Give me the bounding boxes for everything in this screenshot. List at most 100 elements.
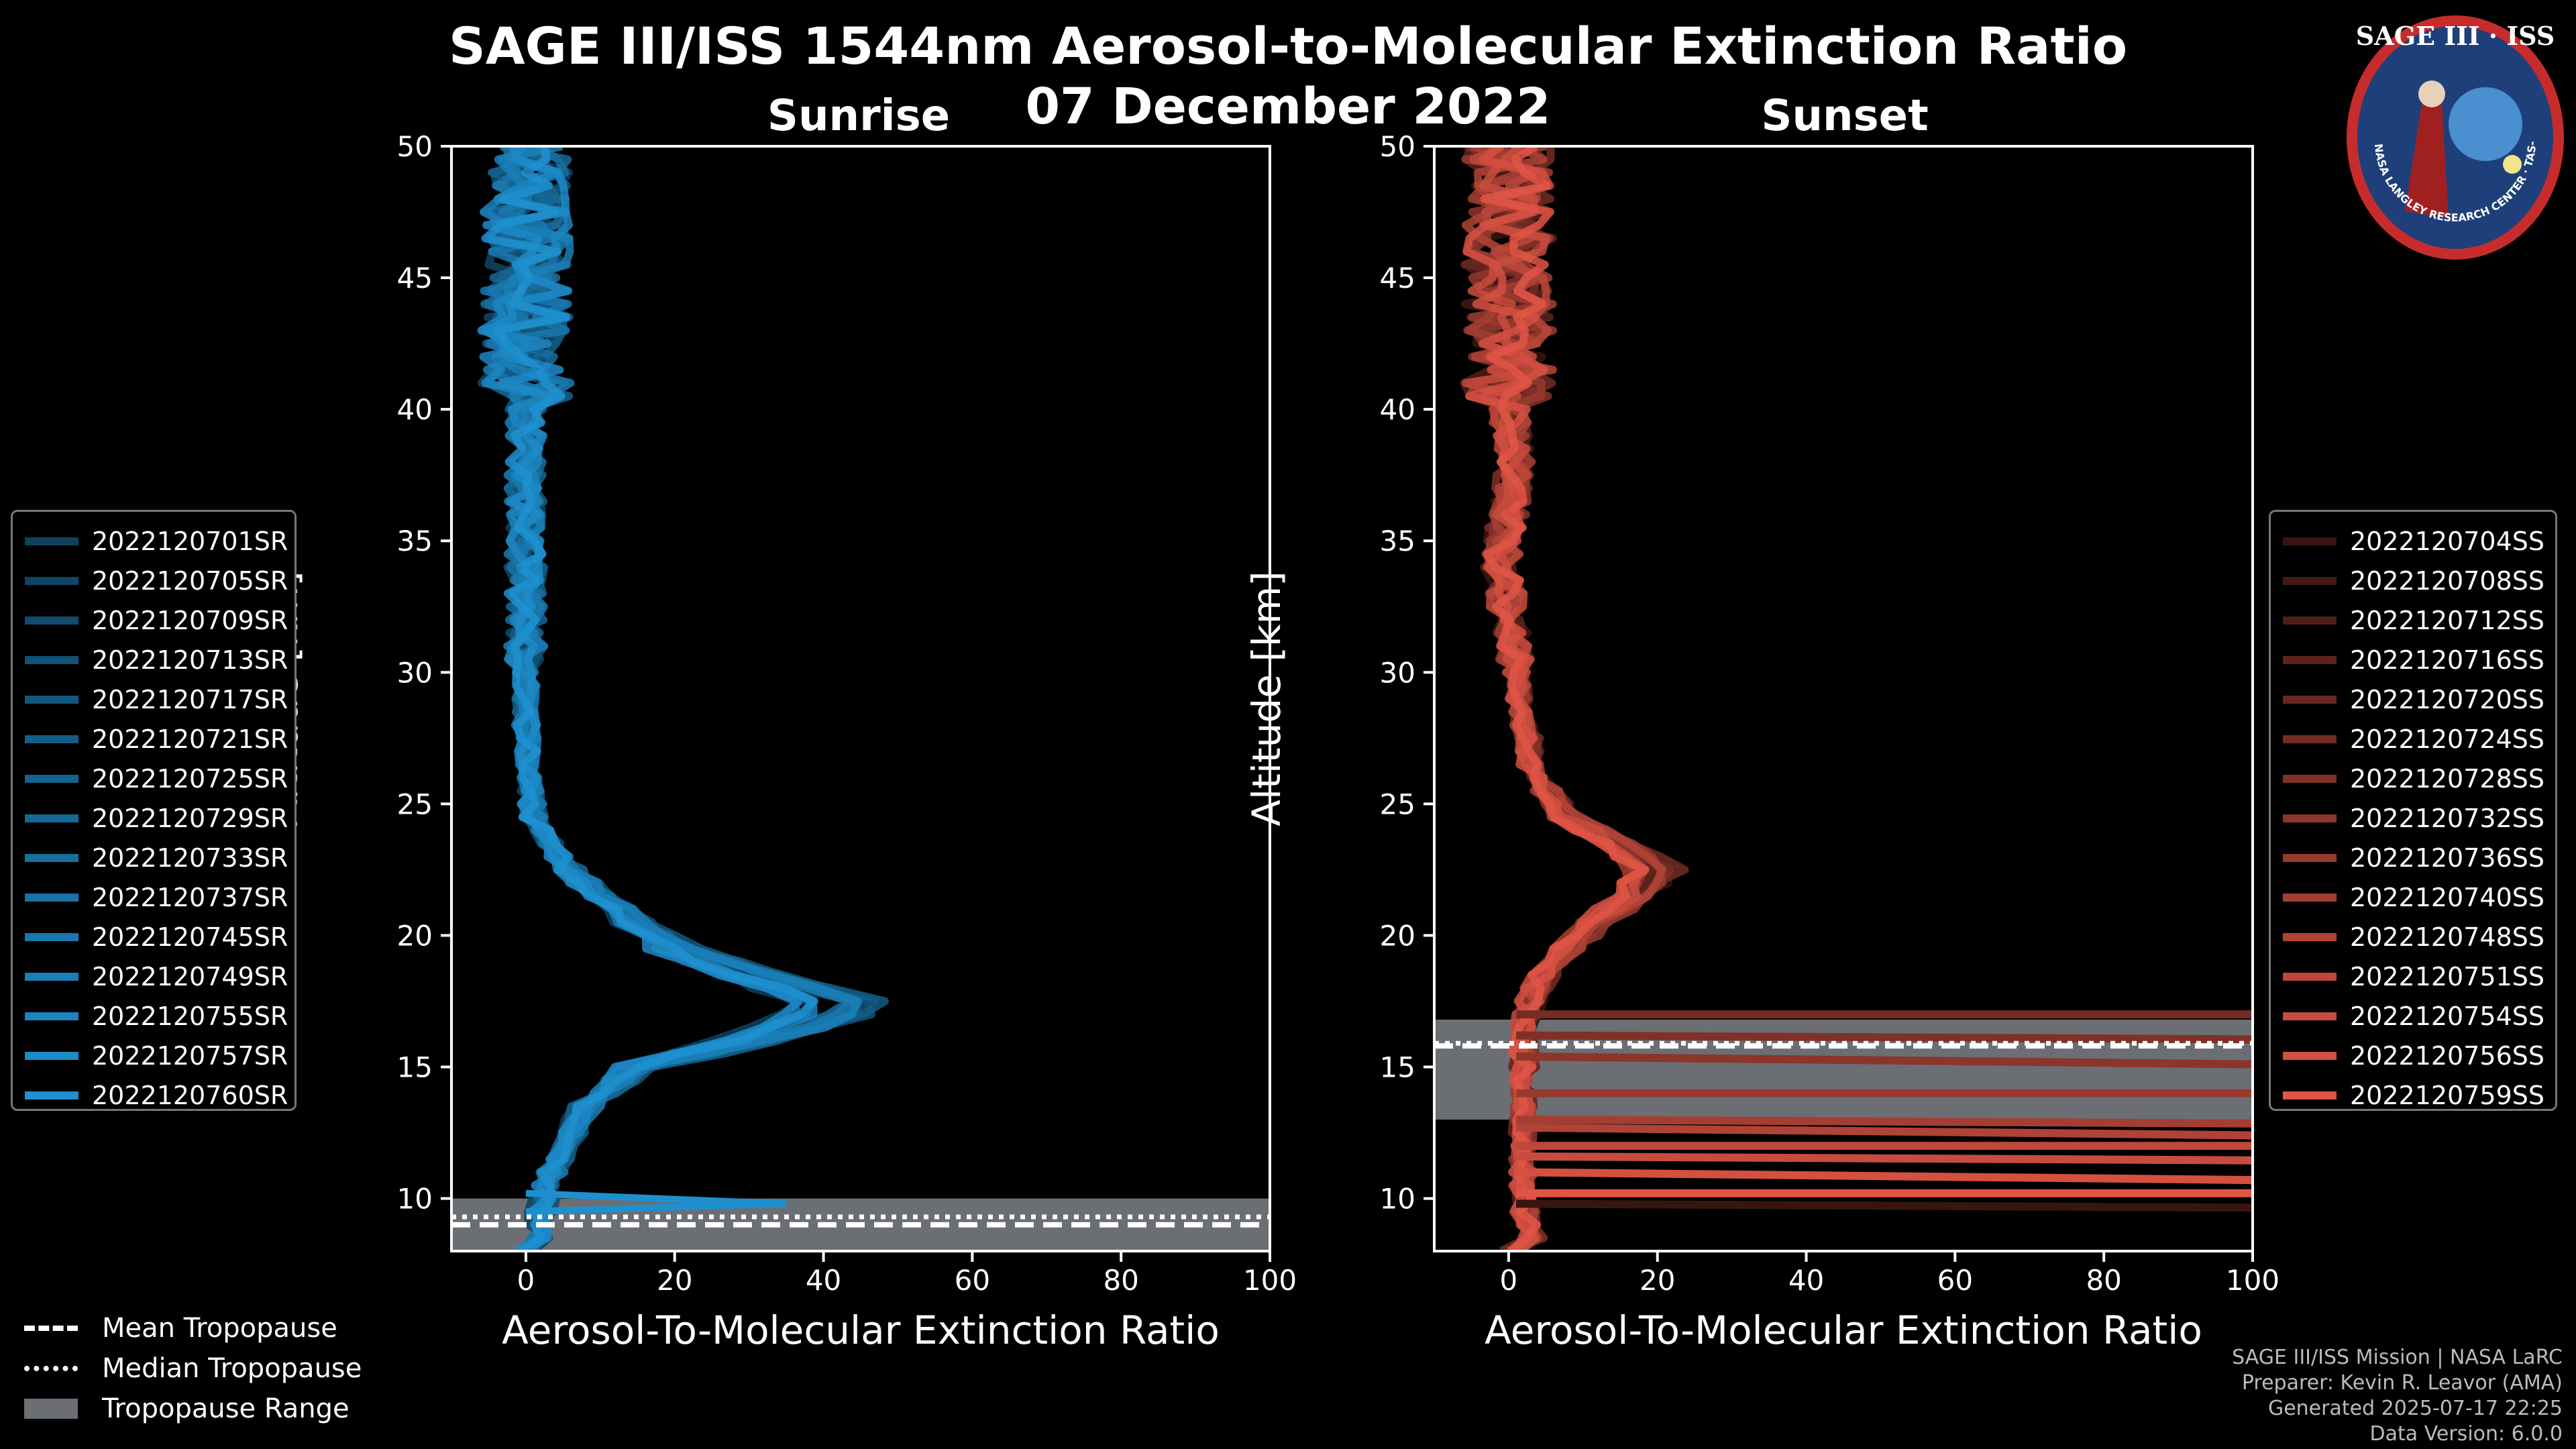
legend-label: 2022120712SS [2350,605,2545,635]
legend-entry: 2022120701SR [13,521,294,561]
legend-swatch [2283,576,2337,585]
profile-artifact-line [1515,1123,2253,1140]
logo-earth [2449,87,2522,161]
legend-label: 2022120759SS [2350,1080,2545,1110]
y-tick-label: 45 [397,262,433,294]
y-tick-label: 30 [1380,656,1415,689]
legend-swatch [2283,1051,2337,1060]
legend-entry: 2022120760SR [13,1075,294,1115]
profile-artifact-line [1515,1031,2253,1044]
x-tick-label: 100 [2226,1264,2279,1297]
legend-entry: 2022120717SR [13,680,294,719]
legend-label: 2022120717SR [92,684,288,714]
legend-swatch [25,655,78,664]
legend-entry: 2022120708SS [2271,561,2555,600]
profile-spike [525,1189,787,1216]
legend-entry: 2022120725SR [13,759,294,798]
legend-swatch [2283,1012,2337,1020]
profile-line-2022120756SS [1462,146,1648,1251]
y-axis-label: Altitude [km] [1244,571,1289,826]
y-tick-label: 30 [397,656,433,689]
profile-artifact-line [1515,1199,2253,1212]
x-tick-label: 0 [1500,1264,1518,1297]
y-tick-label: 15 [1380,1051,1415,1084]
legend-swatch [25,932,78,941]
logo-sun [2503,155,2522,174]
x-tick-label: 80 [1103,1264,1138,1297]
sage-iii-iss-logo: SAGE III · ISS BALL · NASA LANGLEY RESEA… [2341,10,2564,260]
legend-entry: 2022120756SS [2271,1036,2555,1075]
legend-label: 2022120725SR [92,763,288,794]
footer-credits: SAGE III/ISS Mission | NASA LaRC Prepare… [2232,1345,2563,1447]
legend-swatch [25,774,78,783]
legend-swatch [2283,972,2337,981]
legend-label: 2022120740SS [2350,882,2545,912]
profile-artifact-line [1515,1152,2253,1165]
y-tick-label: 35 [397,525,433,557]
profile-line-2022120757SR [482,146,803,1251]
legend-label: 2022120708SS [2350,566,2545,596]
legend-label: 2022120721SR [92,724,288,754]
footer-generated: Generated 2025-07-17 22:25 [2267,1397,2563,1420]
y-tick-label: 35 [1380,525,1415,557]
sunrise-panel: 0 20 40 60 80 100 10 15 20 25 30 35 40 45 50 Aerosol-To… [261,130,1297,1353]
x-tick-label: 40 [1788,1264,1824,1297]
logo-figure-head [2418,80,2445,107]
legend-label: 2022120728SS [2350,763,2545,794]
y-tick-label: 25 [397,788,433,820]
logo-figure-robe [2405,101,2449,218]
x-tick-label: 100 [1243,1264,1297,1297]
legend-entry: 2022120720SS [2271,680,2555,719]
y-tick-label: 25 [1380,788,1415,820]
legend-label: 2022120755SR [92,1001,288,1031]
legend-swatch [2283,537,2337,545]
legend-swatch [2283,1091,2337,1099]
legend-swatch [2283,893,2337,902]
legend-label: 2022120756SS [2350,1040,2545,1071]
dotted-line-swatch [24,1366,78,1371]
legend-entry: 2022120732SS [2271,798,2555,838]
legend-label: 2022120754SS [2350,1001,2545,1031]
legend-label: 2022120732SS [2350,803,2545,833]
legend-label: 2022120720SS [2350,684,2545,714]
legend-label: 2022120713SR [92,645,288,675]
profile-artifact-line [1515,1168,2253,1185]
legend-mean-tropopause: Mean Tropopause [24,1308,362,1348]
y-tick-label: 50 [397,130,433,163]
x-tick-label: 80 [2086,1264,2121,1297]
logo-title: SAGE III · ISS [2356,21,2555,51]
legend-entry: 2022120749SR [13,957,294,996]
dashed-line-swatch [24,1326,78,1331]
legend-swatch [25,814,78,822]
y-tick-label: 15 [397,1051,433,1084]
legend-entry: 2022120754SS [2271,996,2555,1036]
legend-label: 2022120748SS [2350,922,2545,952]
legend-entry: 2022120712SS [2271,600,2555,640]
plot-frame [1433,145,2254,1252]
legend-entry: 2022120748SS [2271,917,2555,957]
legend-label: 2022120737SR [92,882,288,912]
legend-entry: 2022120740SS [2271,877,2555,917]
legend-swatch [2283,735,2337,743]
sunset-subtitle: Sunset [1761,91,1929,141]
x-tick-label: 40 [806,1264,841,1297]
legend-entry: 2022120728SS [2271,759,2555,798]
legend-swatch [2283,655,2337,664]
legend-entry: 2022120713SR [13,640,294,680]
legend-swatch [2283,853,2337,862]
legend-label: 2022120704SS [2350,526,2545,556]
legend-entry: 2022120759SS [2271,1075,2555,1115]
tropopause-legend: Mean Tropopause Median Tropopause Tropop… [24,1308,362,1429]
legend-entry: 2022120709SR [13,600,294,640]
legend-label: 2022120705SR [92,566,288,596]
profile-line-2022120760SR [481,146,818,1251]
y-tick-label: 40 [397,393,433,426]
legend-label: 2022120749SR [92,961,288,991]
footer-mission: SAGE III/ISS Mission | NASA LaRC [2232,1346,2563,1369]
footer-preparer: Preparer: Kevin R. Leavor (AMA) [2241,1371,2563,1395]
legend-entry: 2022120751SS [2271,957,2555,996]
legend-label: 2022120760SR [92,1080,288,1110]
sunrise-legend: 2022120701SR 2022120705SR 2022120709SR 2022… [11,510,297,1111]
legend-swatch [25,537,78,545]
legend-mean-label: Mean Tropopause [102,1313,337,1344]
